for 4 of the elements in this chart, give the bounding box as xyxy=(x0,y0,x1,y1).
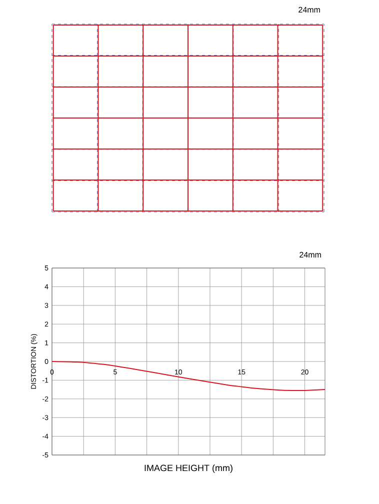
x-axis-title: IMAGE HEIGHT (mm) xyxy=(144,464,232,473)
text: 24mm xyxy=(298,6,320,12)
chart-title: 24mm xyxy=(300,252,321,258)
line-series xyxy=(52,361,325,392)
